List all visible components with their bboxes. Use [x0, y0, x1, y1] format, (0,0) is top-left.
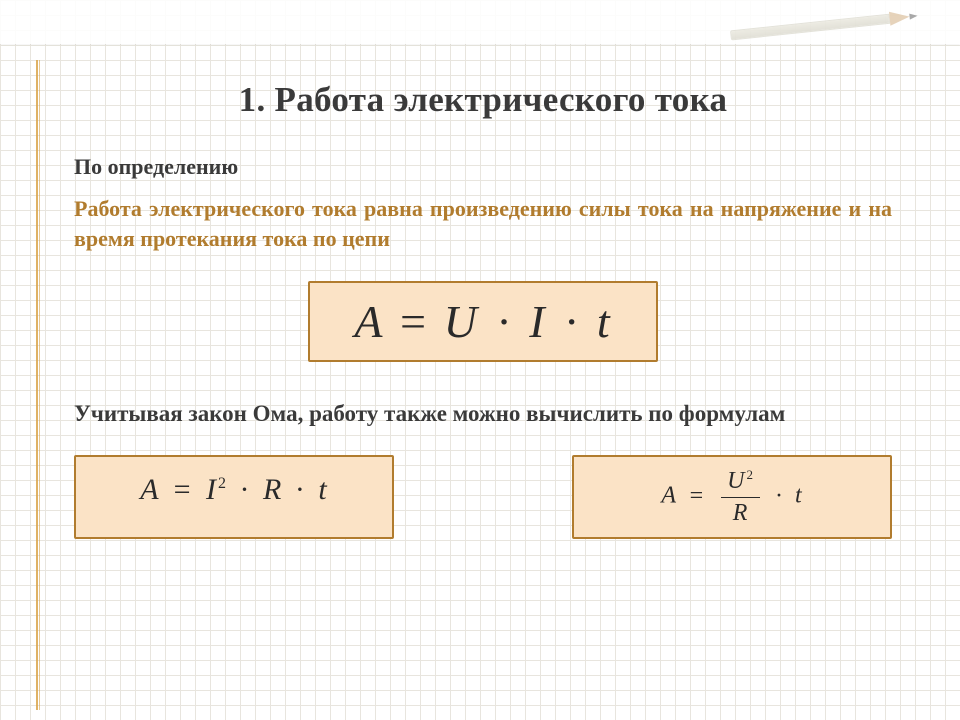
- sub-formula-row: A = I2 · R · t A = U2 R · t: [46, 455, 920, 539]
- formula-term: I: [206, 473, 217, 506]
- equals-sign: =: [397, 296, 444, 347]
- dot-operator: ·: [492, 296, 515, 347]
- equals-sign: =: [684, 483, 711, 509]
- formula-lhs: A: [661, 483, 676, 509]
- formula-term: t: [318, 473, 327, 506]
- formula-term: t: [795, 483, 803, 509]
- page-title: 1. Работа электрического тока: [46, 80, 920, 120]
- margin-rule: [36, 60, 38, 710]
- margin-rule-inner: [39, 60, 40, 710]
- superscript-2: 2: [745, 467, 754, 482]
- dot-operator: ·: [291, 473, 310, 506]
- formula-term-t: t: [597, 296, 612, 347]
- formula-term-u: U: [444, 296, 479, 347]
- dot-operator: ·: [560, 296, 583, 347]
- superscript-2: 2: [217, 475, 227, 492]
- content-area: 1. Работа электрического тока По определ…: [46, 70, 920, 690]
- slide-page: 1. Работа электрического тока По определ…: [0, 0, 960, 720]
- dot-operator: ·: [236, 473, 255, 506]
- fraction-denominator: R: [721, 498, 760, 527]
- main-formula-box: A = U · I · t: [308, 281, 657, 362]
- main-formula-row: A = U · I · t: [46, 281, 920, 362]
- subheading: По определению: [46, 154, 920, 180]
- paragraph-line: Учитывая закон Ома, работу также можно в…: [74, 401, 785, 426]
- paragraph-text: Учитывая закон Ома, работу также можно в…: [46, 398, 920, 429]
- sub-formula-1-box: A = I2 · R · t: [74, 455, 394, 539]
- sub-formula-2-box: A = U2 R · t: [572, 455, 892, 539]
- dot-operator: ·: [771, 483, 788, 509]
- formula-term: R: [263, 473, 282, 506]
- formula-lhs: A: [354, 296, 383, 347]
- fraction: U2 R: [721, 467, 760, 527]
- fraction-numerator: U2: [721, 467, 760, 498]
- formula-term-i: I: [529, 296, 546, 347]
- definition-text: Работа электрического тока равна произве…: [46, 194, 920, 253]
- equals-sign: =: [168, 473, 198, 506]
- formula-lhs: A: [140, 473, 159, 506]
